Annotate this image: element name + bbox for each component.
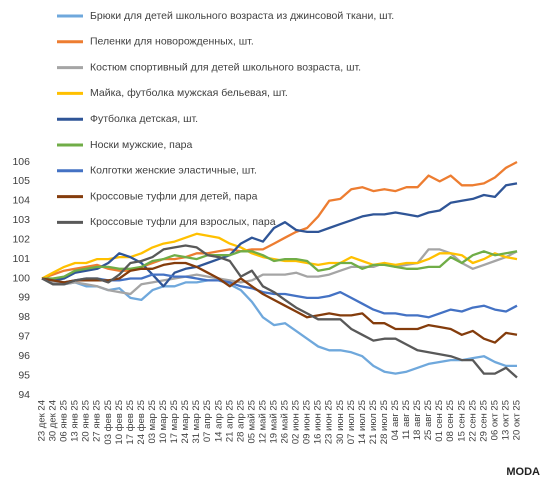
x-tick-label: 14 апр 25 — [213, 400, 224, 442]
x-tick-label: 20 янв 25 — [81, 400, 92, 442]
legend-label: Футболка детская, шт. — [90, 113, 198, 125]
series-line — [41, 248, 518, 296]
legend-label: Брюки для детей школьного возраста из дж… — [90, 10, 394, 22]
series-line — [41, 160, 518, 280]
watermark: MODA — [506, 466, 540, 478]
x-tick-label: 30 июн 25 — [335, 400, 346, 444]
legend-label: Кроссовые туфли для детей, пара — [90, 190, 258, 202]
x-tick-label: 02 июн 25 — [291, 400, 302, 444]
x-tick-label: 06 окт 25 — [489, 400, 500, 440]
y-tick-label: 100 — [12, 272, 30, 284]
x-tick-label: 05 май 25 — [246, 400, 257, 444]
y-tick-label: 98 — [18, 311, 30, 323]
x-tick-label: 24 мар 25 — [180, 400, 191, 444]
x-tick-label: 27 янв 25 — [92, 400, 103, 442]
x-tick-label: 15 сен 25 — [456, 400, 467, 442]
x-tick-label: 10 фев 25 — [114, 400, 125, 445]
x-tick-label: 18 авг 25 — [412, 400, 423, 440]
x-tick-label: 04 авг 25 — [390, 400, 401, 440]
x-tick-label: 17 мар 25 — [169, 400, 180, 444]
y-tick-label: 102 — [12, 233, 30, 245]
y-tick-label: 96 — [18, 350, 30, 362]
series-line — [41, 277, 517, 375]
y-tick-label: 97 — [18, 331, 30, 343]
y-tick-label: 104 — [12, 195, 30, 207]
series-line — [41, 273, 518, 319]
x-tick-label: 08 сен 25 — [445, 400, 456, 442]
y-tick-label: 94 — [18, 389, 30, 401]
x-tick-label: 06 янв 25 — [59, 400, 70, 442]
x-tick-label: 10 мар 25 — [158, 400, 169, 444]
series-line — [41, 261, 518, 344]
x-tick-label: 26 май 25 — [280, 400, 291, 444]
x-tick-label: 21 апр 25 — [224, 400, 235, 442]
y-tick-label: 103 — [12, 214, 30, 226]
legend-label: Пеленки для новорожденных, шт. — [90, 36, 254, 48]
x-tick-label: 24 фев 25 — [136, 400, 147, 445]
x-tick-label: 03 мар 25 — [147, 400, 158, 444]
x-tick-label: 25 авг 25 — [423, 400, 434, 440]
x-tick-label: 30 дек 24 — [48, 400, 59, 441]
y-tick-label: 106 — [12, 156, 30, 168]
x-tick-label: 19 май 25 — [268, 400, 279, 444]
legend-label: Колготки женские эластичные, шт. — [90, 165, 257, 177]
x-tick-label: 29 сен 25 — [478, 400, 489, 442]
x-tick-label: 01 сен 25 — [434, 400, 445, 442]
x-tick-label: 23 дек 24 — [37, 400, 48, 441]
series-line — [41, 244, 518, 379]
x-tick-label: 20 окт 25 — [512, 400, 523, 440]
x-tick-label: 12 май 25 — [257, 400, 268, 444]
x-tick-label: 09 июн 25 — [302, 400, 313, 444]
legend-label: Майка, футболка мужская бельевая, шт. — [90, 87, 288, 99]
y-tick-label: 99 — [18, 292, 30, 304]
x-tick-label: 22 сен 25 — [467, 400, 478, 442]
legend-label: Носки мужские, пара — [90, 139, 193, 151]
x-tick-label: 17 фев 25 — [125, 400, 136, 445]
x-tick-label: 16 июн 25 — [313, 400, 324, 444]
y-tick-label: 105 — [12, 175, 30, 187]
x-tick-label: 28 июл 25 — [379, 400, 390, 444]
y-tick-label: 101 — [12, 253, 30, 265]
legend-label: Кроссовые туфли для взрослых, пара — [90, 216, 276, 228]
x-tick-label: 14 июл 25 — [357, 400, 368, 444]
x-tick-label: 28 апр 25 — [235, 400, 246, 442]
x-tick-label: 13 окт 25 — [500, 400, 511, 440]
x-tick-label: 07 июл 25 — [346, 400, 357, 444]
x-tick-label: 03 фев 25 — [103, 400, 114, 445]
series-line — [41, 182, 518, 288]
x-tick-label: 13 янв 25 — [70, 400, 81, 442]
y-tick-label: 95 — [18, 369, 30, 381]
x-tick-label: 07 апр 25 — [202, 400, 213, 442]
x-tick-label: 21 июл 25 — [368, 400, 379, 444]
series-line — [42, 250, 518, 280]
x-tick-label: 31 мар 25 — [191, 400, 202, 444]
x-tick-label: 11 авг 25 — [401, 400, 412, 440]
x-tick-label: 23 июн 25 — [324, 400, 335, 444]
legend-label: Костюм спортивный для детей школьного во… — [90, 61, 361, 73]
